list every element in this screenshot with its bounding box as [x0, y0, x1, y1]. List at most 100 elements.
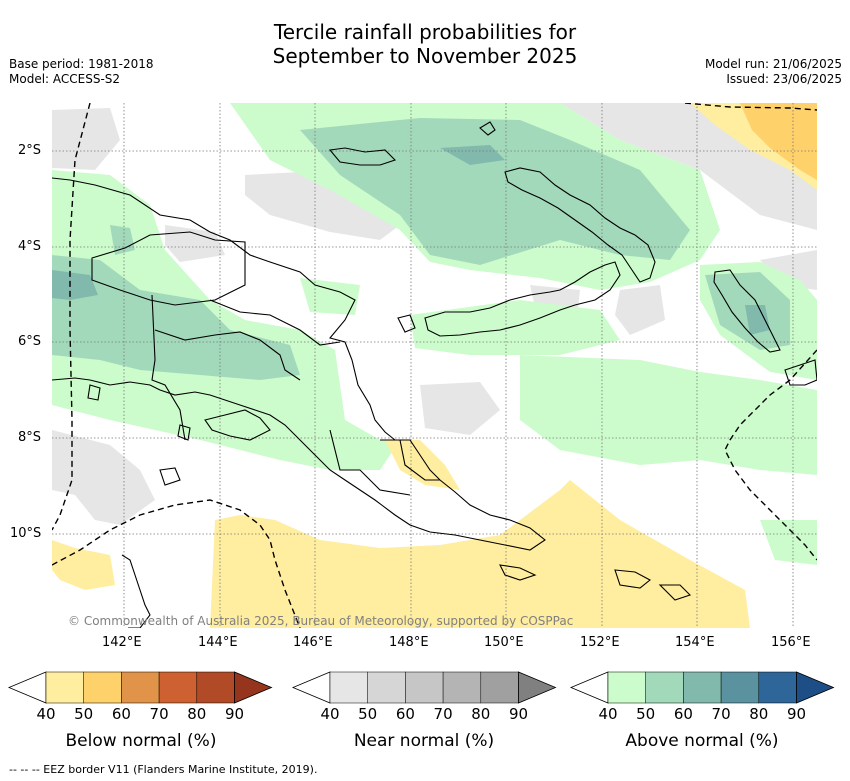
lon-label: 154°E — [675, 635, 715, 650]
colorbar-above-tick: 90 — [786, 705, 807, 723]
new-britain-coastline — [424, 261, 621, 337]
copyright-notice: © Commonwealth of Australia 2025, Bureau… — [68, 614, 574, 628]
lat-label: 8°S — [18, 430, 42, 445]
near-normal-region — [420, 382, 500, 435]
new-ireland-coastline — [504, 167, 656, 283]
colorbar-above-tick: 70 — [711, 705, 731, 723]
title-line-2: September to November 2025 — [272, 44, 578, 68]
colorbar-near-over-triangle — [518, 671, 557, 704]
island-coastline — [397, 314, 416, 333]
near-normal-region — [760, 250, 817, 290]
colorbar-near-tick: 90 — [508, 705, 529, 723]
colorbar-near-tick: 60 — [395, 705, 415, 723]
colorbar-below-segment — [158, 671, 198, 704]
lat-label: 10°S — [10, 526, 42, 541]
colorbar-above-segment — [607, 671, 646, 704]
colorbar-caption-above: Above normal (%) — [625, 731, 779, 751]
woodlark-coastline — [614, 569, 651, 589]
colorbar-below-under-triangle — [7, 671, 47, 704]
island-coastline — [658, 584, 692, 601]
island-coastline — [177, 424, 191, 441]
above-normal-50-region — [110, 225, 135, 255]
colorbar-near-segment — [405, 671, 444, 704]
below-normal-region — [385, 440, 460, 490]
above-normal-region — [52, 170, 400, 470]
near-normal-region — [165, 225, 225, 262]
lat-label: 2°S — [18, 143, 42, 158]
above-normal-60-region — [745, 305, 770, 335]
map-title: Tercile rainfall probabilities for Septe… — [0, 20, 850, 68]
colorbar-below-tick: 40 — [36, 705, 56, 723]
eez-border — [52, 103, 817, 628]
above-normal-region — [520, 355, 817, 475]
colorbar-near-tick: 50 — [358, 705, 378, 723]
colorbar-near-under-triangle — [291, 671, 331, 704]
colorbar-above-segment — [720, 671, 760, 704]
colorbar-below-segment — [121, 671, 160, 704]
lat-label: 6°S — [18, 334, 42, 349]
above-normal-50-region — [52, 255, 300, 380]
above-normal-region — [300, 278, 360, 315]
south-coast-detail — [204, 409, 271, 441]
colorbar-above-over-triangle — [796, 671, 835, 704]
new-guinea-coastline — [52, 177, 546, 551]
colorbar-below-segment — [45, 671, 84, 704]
colorbar-below-segment — [196, 671, 235, 704]
above-normal-50-region — [300, 118, 690, 265]
torres-islands — [159, 467, 181, 486]
lon-label: 148°E — [389, 635, 429, 650]
province-line — [380, 439, 440, 481]
title-line-1: Tercile rainfall probabilities for — [273, 20, 577, 44]
manus-coastline — [328, 147, 397, 166]
colorbar-above-segment — [758, 671, 797, 704]
lat-label: 4°S — [18, 239, 42, 254]
province-line — [154, 329, 301, 381]
graticule — [52, 103, 817, 628]
colorbar-above-segment — [645, 671, 684, 704]
colorbar-above-tick: 80 — [749, 705, 769, 723]
bougainville-coastline — [713, 269, 781, 353]
below-normal-50-region — [740, 103, 817, 180]
island-coastline — [499, 564, 537, 581]
lon-label: 150°E — [484, 635, 524, 650]
lon-label: 142°E — [102, 635, 142, 650]
above-normal-region — [760, 520, 817, 565]
cape-york-coastline — [121, 554, 151, 628]
model-name: Model: ACCESS-S2 — [9, 72, 121, 86]
colorbar-above-under-triangle — [569, 671, 609, 704]
colorbar-below-tick: 70 — [149, 705, 169, 723]
issued-date: Issued: 23/06/2025 — [726, 72, 842, 86]
colorbar-above-tick: 50 — [636, 705, 656, 723]
colorbar-caption-below: Below normal (%) — [65, 731, 217, 751]
colorbar-below-tick: 60 — [111, 705, 131, 723]
below-normal-region — [52, 540, 115, 590]
solomon-coastline — [784, 359, 817, 386]
colorbar-below-segment — [83, 671, 122, 704]
png-border — [151, 294, 186, 441]
colorbar-below-tick: 90 — [224, 705, 245, 723]
colorbar-near-segment — [480, 671, 519, 704]
near-normal-region — [245, 172, 400, 240]
colorbars — [7, 671, 835, 704]
colorbar-near-tick: 80 — [471, 705, 491, 723]
island-coastline — [479, 121, 496, 136]
near-normal-region — [52, 108, 120, 170]
colorbar-near-segment — [442, 671, 482, 704]
meta-right: Model run: 21/06/2025 Issued: 23/06/2025 — [705, 57, 842, 87]
colorbar-above-segment — [683, 671, 722, 704]
colorbar-caption-near: Near normal (%) — [353, 731, 495, 751]
province-line — [329, 429, 411, 496]
province-line — [209, 299, 341, 346]
lon-label: 144°E — [198, 635, 238, 650]
colorbar-below-tick: 80 — [187, 705, 207, 723]
near-normal-region — [615, 285, 665, 335]
colorbar-below-over-triangle — [234, 671, 273, 704]
above-normal-60-region — [440, 145, 505, 165]
colorbar-above-tick: 40 — [598, 705, 618, 723]
below-normal-region — [210, 480, 750, 628]
lon-label: 156°E — [771, 635, 811, 650]
colorbar-near-tick: 70 — [433, 705, 453, 723]
island-coastline — [87, 384, 101, 401]
coastlines — [52, 121, 817, 628]
